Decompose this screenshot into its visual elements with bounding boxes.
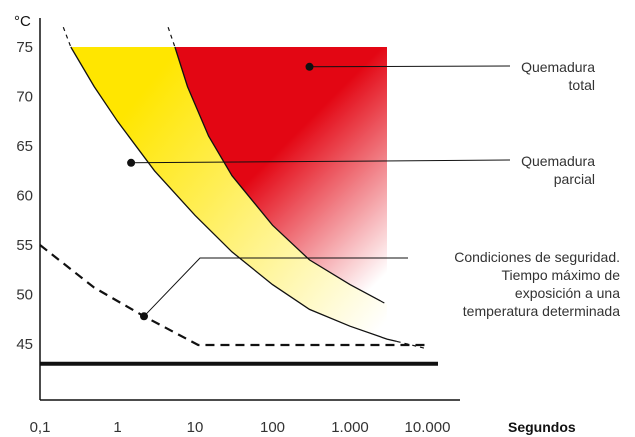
total-burn-curve-lower-extension <box>380 300 388 305</box>
quemadura-total-label: total <box>569 77 595 93</box>
quemadura-total-label: Quemadura <box>521 59 595 75</box>
y-tick-label: 55 <box>16 237 33 254</box>
partial-burn-curve-upper-extension <box>62 26 72 48</box>
total-burn-zone <box>174 47 387 305</box>
y-tick-labels: 45 50 55 60 65 70 75 <box>16 39 33 353</box>
quemadura-total-marker <box>305 62 314 71</box>
x-tick-labels: 0,1 1 10 100 1.000 10.000 <box>30 419 451 436</box>
condiciones-seguridad-label: exposición a una <box>515 285 620 301</box>
condiciones-seguridad-marker <box>140 312 148 321</box>
partial-burn-curve <box>70 46 397 343</box>
condiciones-seguridad-label: Condiciones de seguridad. <box>454 249 620 265</box>
x-tick-label: 0,1 <box>30 419 51 436</box>
x-tick-label: 10.000 <box>405 419 451 436</box>
annotations: Quemadura total Quemadura parcial Condicione… <box>127 59 620 321</box>
y-tick-label: 50 <box>16 287 33 304</box>
quemadura-parcial-leader-line <box>131 159 511 164</box>
y-tick-label: 45 <box>16 336 33 353</box>
y-unit-label: °C <box>14 13 31 30</box>
quemadura-parcial-label: parcial <box>554 171 595 187</box>
axes <box>39 18 460 401</box>
x-tick-label: 1.000 <box>331 419 369 436</box>
y-tick-label: 70 <box>16 89 33 106</box>
x-axis-label: Segundos <box>508 419 576 435</box>
plot-area <box>39 26 428 350</box>
y-tick-label: 60 <box>16 188 33 205</box>
partial-burn-zone <box>70 47 388 340</box>
total-burn-curve-upper-extension <box>167 27 176 48</box>
partial-burn-curve-lower-extension <box>396 340 428 350</box>
condiciones-seguridad-label: Tiempo máximo de <box>501 267 620 283</box>
quemadura-total-leader-line <box>309 65 511 68</box>
y-tick-label: 75 <box>16 39 33 56</box>
x-tick-label: 100 <box>260 419 285 436</box>
x-tick-label: 1 <box>113 419 121 436</box>
quemadura-parcial-label: Quemadura <box>521 153 595 169</box>
quemadura-parcial-marker <box>127 158 136 167</box>
y-tick-label: 65 <box>16 138 33 155</box>
x-tick-label: 10 <box>187 419 204 436</box>
condiciones-seguridad-label: temperatura determinada <box>463 303 620 319</box>
condiciones-seguridad-leader-line <box>143 257 408 317</box>
total-burn-curve <box>174 46 382 302</box>
